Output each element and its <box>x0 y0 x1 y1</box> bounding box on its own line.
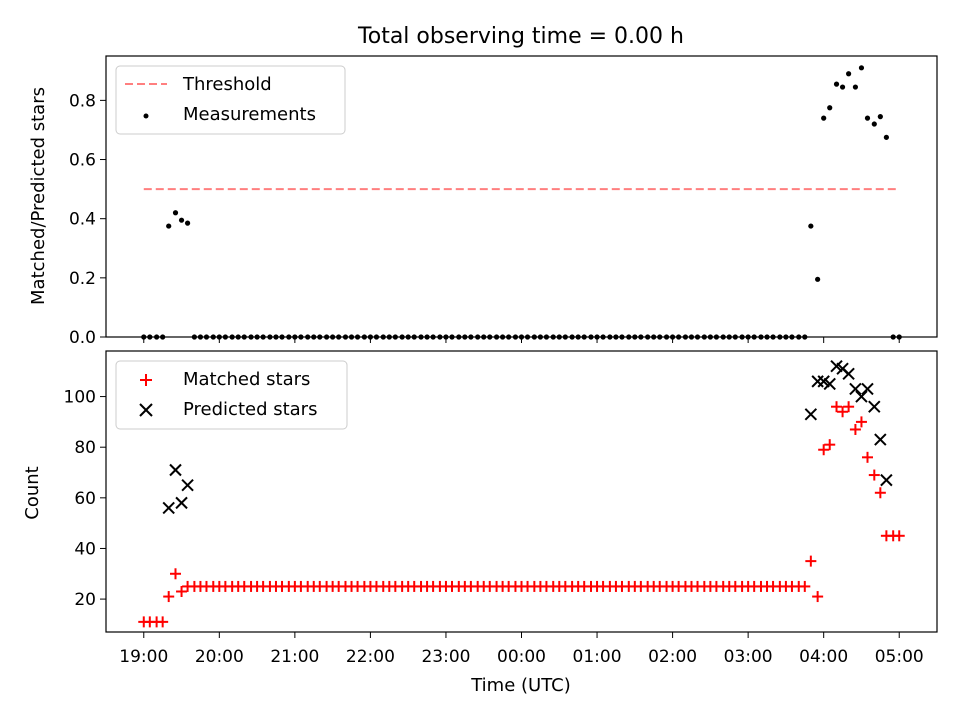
matched-stars-point <box>170 568 182 580</box>
x-tick-label: 01:00 <box>573 647 622 667</box>
matched-stars-point <box>824 439 836 451</box>
measurements-point <box>815 276 821 282</box>
predicted-stars-point <box>849 382 862 396</box>
measurements-point <box>883 134 889 140</box>
x-tick-label: 00:00 <box>497 647 546 667</box>
matched-stars-point <box>805 555 817 567</box>
legend-measurements-swatch <box>143 113 149 119</box>
predicted-stars-point <box>175 496 188 510</box>
matched-stars-point <box>843 401 855 413</box>
predicted-stars-point <box>842 367 855 380</box>
matched-stars-point <box>874 487 886 499</box>
x-tick-label: 03:00 <box>724 647 773 667</box>
matched-stars-point <box>868 469 880 481</box>
x-tick-label: 23:00 <box>421 647 470 667</box>
measurements-point <box>184 220 191 226</box>
bottom-y-ticks: 20 40 60 80 100 <box>64 388 106 610</box>
measurements-point <box>839 84 846 90</box>
y-tick-label: 40 <box>74 539 96 559</box>
predicted-stars-point <box>855 390 868 403</box>
measurements-point <box>833 81 840 87</box>
x-tick-label: 22:00 <box>346 647 395 667</box>
y-tick-label: 0.2 <box>69 269 96 289</box>
measurements-point <box>846 71 852 77</box>
predicted-stars-point <box>804 408 818 421</box>
predicted-stars-point <box>874 433 887 446</box>
legend-threshold-label: Threshold <box>182 74 272 95</box>
predicted-stars-point <box>823 377 836 391</box>
top-legend-box <box>115 65 346 135</box>
matched-stars-point <box>849 423 861 435</box>
top-panel: 0.00.20.40.60.8 Matched/Predicted stars … <box>28 55 938 348</box>
measurements-point <box>852 84 859 90</box>
matched-stars-point <box>861 451 873 463</box>
y-tick-label: 100 <box>64 388 96 408</box>
x-tick-label: 20:00 <box>195 647 244 667</box>
x-tick-label: 04:00 <box>799 647 848 667</box>
y-tick-label: 0.8 <box>69 91 96 111</box>
predicted-stars-point <box>880 473 893 487</box>
figure-title: Total observing time = 0.00 h <box>357 24 684 49</box>
matched-stars-point <box>799 580 811 592</box>
measurements-point <box>166 223 172 229</box>
bottom-plot-marks <box>138 359 905 628</box>
x-tick-label: 05:00 <box>875 647 924 667</box>
predicted-stars-point <box>868 400 881 413</box>
bottom-panel: 20 40 60 80 100 19:00 20:00 21:00 22:00 23:00 00:… <box>22 350 938 696</box>
predicted-stars-point <box>181 478 194 492</box>
matched-stars-point <box>831 401 843 413</box>
measurements-point <box>858 65 865 71</box>
y-tick-label: 0.4 <box>69 210 96 230</box>
predicted-stars-point <box>162 501 175 515</box>
legend-predicted-label: Predicted stars <box>183 399 317 420</box>
top-x-ticks <box>143 337 900 343</box>
predicted-stars-point <box>861 382 874 396</box>
y-tick-label: 0.6 <box>69 151 96 171</box>
x-tick-label: 02:00 <box>648 647 697 667</box>
y-tick-label: 80 <box>74 438 96 458</box>
measurements-point <box>827 105 833 111</box>
measurements-point <box>877 114 883 120</box>
measurements-point <box>821 115 827 121</box>
bottom-x-ticks: 19:00 20:00 21:00 22:00 23:00 00:00 01:00 02:00… <box>119 632 924 667</box>
measurements-point <box>871 121 877 127</box>
bottom-legend: Matched stars Predicted stars <box>115 360 348 430</box>
matched-stars-point <box>855 416 867 428</box>
top-legend: Threshold Measurements <box>115 65 346 135</box>
legend-predicted-swatch <box>139 403 153 417</box>
matched-stars-point <box>157 616 169 628</box>
legend-matched-label: Matched stars <box>183 369 310 390</box>
y-tick-label: 60 <box>74 489 96 509</box>
matched-stars-point <box>893 530 905 542</box>
x-tick-label: 21:00 <box>270 647 319 667</box>
matched-stars-point <box>812 591 824 603</box>
predicted-stars-point <box>169 463 182 477</box>
measurements-point <box>864 115 871 121</box>
bottom-legend-box <box>115 360 348 430</box>
matched-stars-point <box>163 591 175 603</box>
y-tick-label: 20 <box>74 590 96 610</box>
top-y-axis-label: Matched/Predicted stars <box>28 87 49 305</box>
bottom-y-axis-label: Count <box>22 466 43 519</box>
measurements-point <box>172 210 179 216</box>
x-axis-label: Time (UTC) <box>470 675 571 696</box>
y-tick-label: 0.0 <box>69 328 96 348</box>
matched-stars-point <box>837 406 849 418</box>
top-y-ticks: 0.0 0.2 0.4 0.6 0.8 <box>69 91 106 348</box>
matched-stars-point <box>176 585 188 597</box>
legend-measurements-label: Measurements <box>183 104 316 125</box>
matched-stars-point <box>818 444 830 456</box>
x-tick-label: 19:00 <box>119 647 168 667</box>
measurements-point <box>178 217 185 223</box>
predicted-stars-point <box>811 375 824 388</box>
legend-matched-swatch <box>140 374 152 386</box>
measurements-point <box>808 223 814 229</box>
